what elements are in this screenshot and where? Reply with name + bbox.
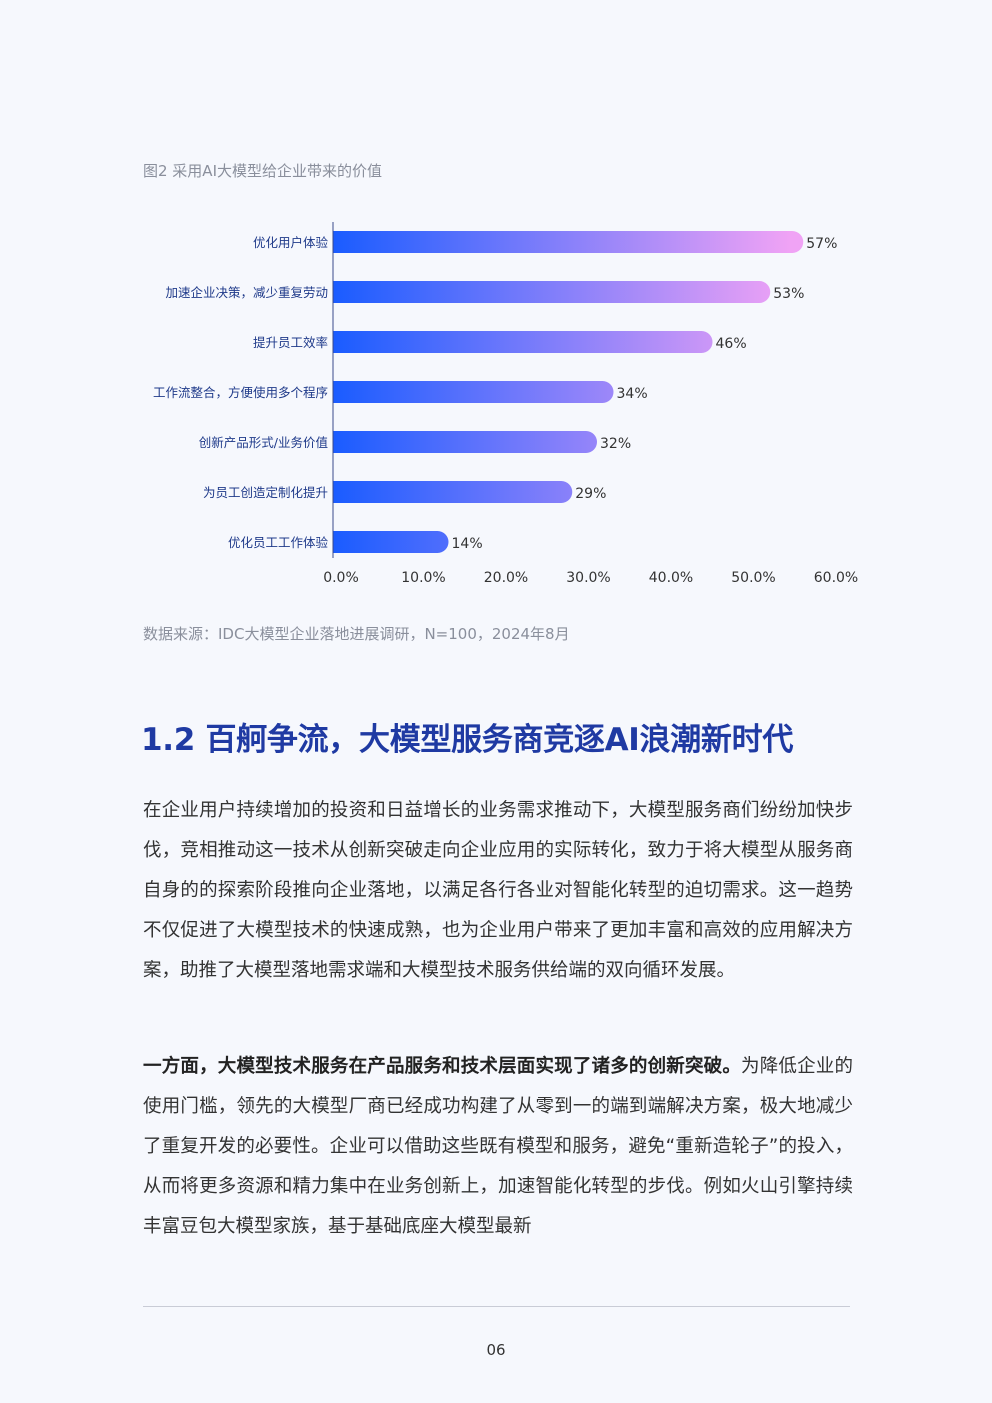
bar bbox=[333, 531, 449, 553]
footer-divider bbox=[143, 1306, 850, 1307]
category-label: 加速企业决策，减少重复劳动 bbox=[165, 285, 328, 300]
data-label: 53% bbox=[773, 286, 804, 302]
section-title: 1.2 百舸争流，大模型服务商竞逐AI浪潮新时代 bbox=[141, 722, 794, 758]
body-paragraph-2: 一方面，大模型技术服务在产品服务和技术层面实现了诸多的创新突破。为降低企业的使用… bbox=[143, 1047, 853, 1247]
bar bbox=[333, 481, 573, 503]
bar bbox=[333, 281, 771, 303]
paragraph-2-lead: 一方面，大模型技术服务在产品服务和技术层面实现了诸多的创新突破。 bbox=[143, 1056, 742, 1077]
bar bbox=[333, 431, 597, 453]
paragraph-2-body: 为降低企业的使用门槛，领先的大模型厂商已经成功构建了从零到一的端到端解决方案，极… bbox=[143, 1056, 853, 1237]
category-label: 为员工创造定制化提升 bbox=[203, 485, 328, 500]
data-label: 46% bbox=[716, 336, 747, 352]
x-tick-label: 0.0% bbox=[323, 570, 359, 586]
category-label: 优化员工工作体验 bbox=[228, 535, 329, 550]
bar bbox=[333, 331, 713, 353]
page-number: 06 bbox=[486, 1341, 506, 1359]
data-label: 32% bbox=[600, 436, 631, 452]
bar bbox=[333, 381, 614, 403]
data-label: 29% bbox=[575, 486, 606, 502]
data-label: 57% bbox=[806, 236, 837, 252]
category-label: 工作流整合，方便使用多个程序 bbox=[153, 385, 328, 400]
x-tick-label: 60.0% bbox=[814, 570, 858, 586]
figure-caption: 图2 采用AI大模型给企业带来的价值 bbox=[143, 162, 382, 180]
body-paragraph-1: 在企业用户持续增加的投资和日益增长的业务需求推动下，大模型服务商们纷纷加快步伐，… bbox=[143, 800, 853, 981]
bar bbox=[333, 231, 804, 253]
category-label: 创新产品形式/业务价值 bbox=[199, 435, 328, 450]
data-label: 14% bbox=[452, 536, 483, 552]
data-source-note: 数据来源：IDC大模型企业落地进展调研，N=100，2024年8月 bbox=[143, 625, 570, 643]
x-tick-label: 20.0% bbox=[484, 570, 528, 586]
x-tick-label: 40.0% bbox=[649, 570, 693, 586]
x-tick-label: 30.0% bbox=[566, 570, 610, 586]
data-label: 34% bbox=[617, 386, 648, 402]
bar-chart: 优化用户体验 57% 加速企业决策，减少重复劳动 53% 提升员工效率 46% 工作流整合，… bbox=[153, 222, 858, 586]
category-label: 提升员工效率 bbox=[253, 335, 328, 350]
category-label: 优化用户体验 bbox=[253, 235, 329, 250]
x-tick-label: 10.0% bbox=[401, 570, 445, 586]
x-tick-label: 50.0% bbox=[731, 570, 775, 586]
